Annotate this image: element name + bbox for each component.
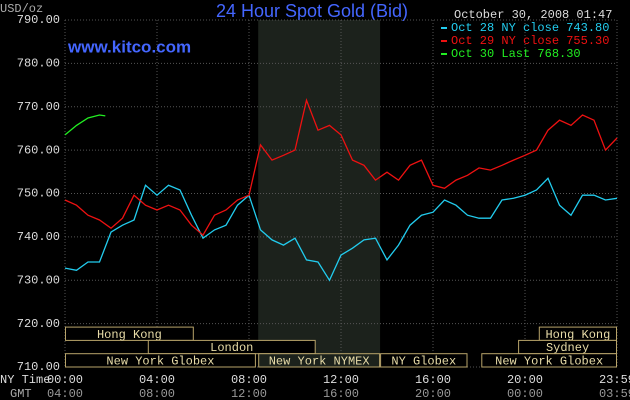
x-tick-label: 16:00: [415, 373, 451, 387]
legend-label: Oct 30 Last 768.30: [451, 47, 581, 61]
session-label: Sydney: [546, 341, 589, 355]
x-tick-label: 04:00: [139, 373, 175, 387]
y-tick-label: 720.00: [17, 317, 60, 331]
session-box: [258, 353, 381, 368]
y-tick-label: 710.00: [17, 360, 60, 374]
session-label: New York NYMEX: [269, 355, 370, 369]
x2-tick-label: 12:00: [231, 387, 267, 400]
timestamp: October 30, 2008 01:47: [454, 8, 612, 22]
session-shade: [258, 20, 381, 367]
y-tick-label: 770.00: [17, 100, 60, 114]
x2-tick-label: 04:00: [47, 387, 83, 400]
session-label: Hong Kong: [97, 328, 162, 342]
legend-label: Oct 28 NY close 743.80: [451, 21, 609, 35]
chart-title: 24 Hour Spot Gold (Bid): [216, 1, 408, 21]
session-box: [65, 326, 194, 341]
y-tick-label: 750.00: [17, 187, 60, 201]
x2-tick-label: 20:00: [415, 387, 451, 400]
session-box: [481, 353, 617, 368]
website: www.kitco.com: [67, 37, 191, 56]
session-label: London: [210, 341, 253, 355]
session-label: New York Globex: [106, 355, 214, 369]
x-tick-label: 23:59: [599, 373, 630, 387]
axis-row-label: GMT: [10, 387, 32, 400]
x2-tick-label: 08:00: [139, 387, 175, 400]
x-tick-label: 08:00: [231, 373, 267, 387]
legend-label: Oct 29 NY close 755.30: [451, 34, 609, 48]
y-tick-label: 760.00: [17, 143, 60, 157]
x2-tick-label: 16:00: [323, 387, 359, 400]
session-box: [65, 353, 256, 368]
session-label: NY Globex: [391, 355, 456, 369]
axis-row-label: NY Time: [0, 373, 50, 387]
session-label: New York Globex: [495, 355, 603, 369]
price-line: [64, 177, 618, 282]
x2-tick-label: 00:00: [507, 387, 543, 400]
y-tick-label: 740.00: [17, 230, 60, 244]
x-tick-label: 00:00: [47, 373, 83, 387]
y-tick-label: 780.00: [17, 57, 60, 71]
y-tick-label: 790.00: [17, 13, 60, 27]
session-label: Hong Kong: [545, 328, 610, 342]
y-tick-label: 730.00: [17, 273, 60, 287]
y-axis-label: USD/oz: [0, 2, 43, 16]
price-line: [64, 114, 106, 136]
x-tick-label: 20:00: [507, 373, 543, 387]
x-tick-label: 12:00: [323, 373, 359, 387]
session-box: [380, 353, 468, 368]
price-line: [64, 97, 618, 237]
x2-tick-label: 03:59: [599, 387, 630, 400]
